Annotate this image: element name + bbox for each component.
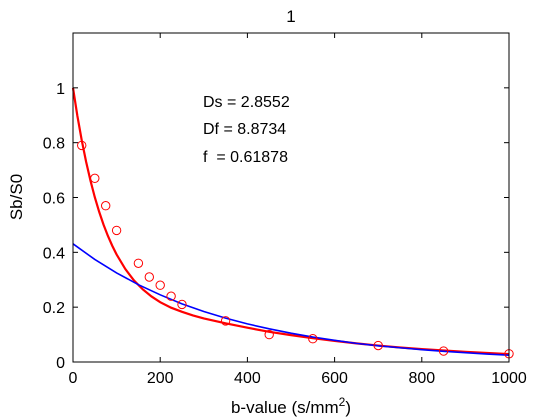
y-tick-label: 0.4 bbox=[43, 245, 65, 262]
x-axis-label-close: ) bbox=[345, 398, 351, 417]
curves-layer bbox=[71, 87, 510, 356]
y-axis-label: Sb/S0 bbox=[7, 174, 26, 220]
y-tick-label: 0 bbox=[56, 355, 65, 372]
fit-curve-blue bbox=[72, 243, 510, 356]
data-point bbox=[308, 334, 318, 344]
annotation-df: Df = 8.8734 bbox=[203, 121, 286, 138]
x-axis-label: b-value (s/mm2) bbox=[231, 395, 351, 417]
x-axis-label-superscript: 2 bbox=[339, 395, 346, 409]
x-axis-ticks: 0 200 400 600 800 1000 bbox=[69, 33, 527, 387]
y-tick-label: 0.2 bbox=[43, 300, 65, 317]
annotation-ds: Ds = 2.8552 bbox=[203, 94, 290, 111]
x-tick-label: 1000 bbox=[491, 370, 527, 387]
data-point bbox=[264, 329, 274, 340]
x-tick-label: 200 bbox=[147, 370, 174, 387]
data-point bbox=[177, 299, 187, 310]
y-tick-label: 0.6 bbox=[43, 191, 65, 208]
x-tick-label: 0 bbox=[69, 370, 78, 387]
x-tick-label: 800 bbox=[408, 370, 435, 387]
y-tick-label: 1 bbox=[56, 81, 65, 98]
annotation-f: f = 0.61878 bbox=[203, 149, 288, 166]
data-point bbox=[111, 225, 122, 236]
x-tick-label: 600 bbox=[321, 370, 348, 387]
data-point bbox=[77, 140, 87, 151]
data-point bbox=[220, 316, 231, 326]
plot-background bbox=[73, 33, 509, 362]
chart-title: 1 bbox=[286, 7, 295, 26]
data-point bbox=[438, 346, 449, 356]
data-point bbox=[133, 258, 144, 268]
data-point bbox=[90, 173, 100, 184]
x-tick-label: 400 bbox=[234, 370, 261, 387]
y-axis-ticks: 0 0.2 0.4 0.6 0.8 1 bbox=[43, 81, 509, 372]
data-point bbox=[101, 201, 111, 211]
x-axis-label-main: b-value (s/mm bbox=[231, 398, 339, 417]
data-point bbox=[166, 291, 176, 301]
y-tick-label: 0.8 bbox=[43, 136, 65, 153]
data-point bbox=[373, 340, 383, 351]
data-point bbox=[144, 272, 155, 282]
data-point bbox=[155, 280, 165, 290]
